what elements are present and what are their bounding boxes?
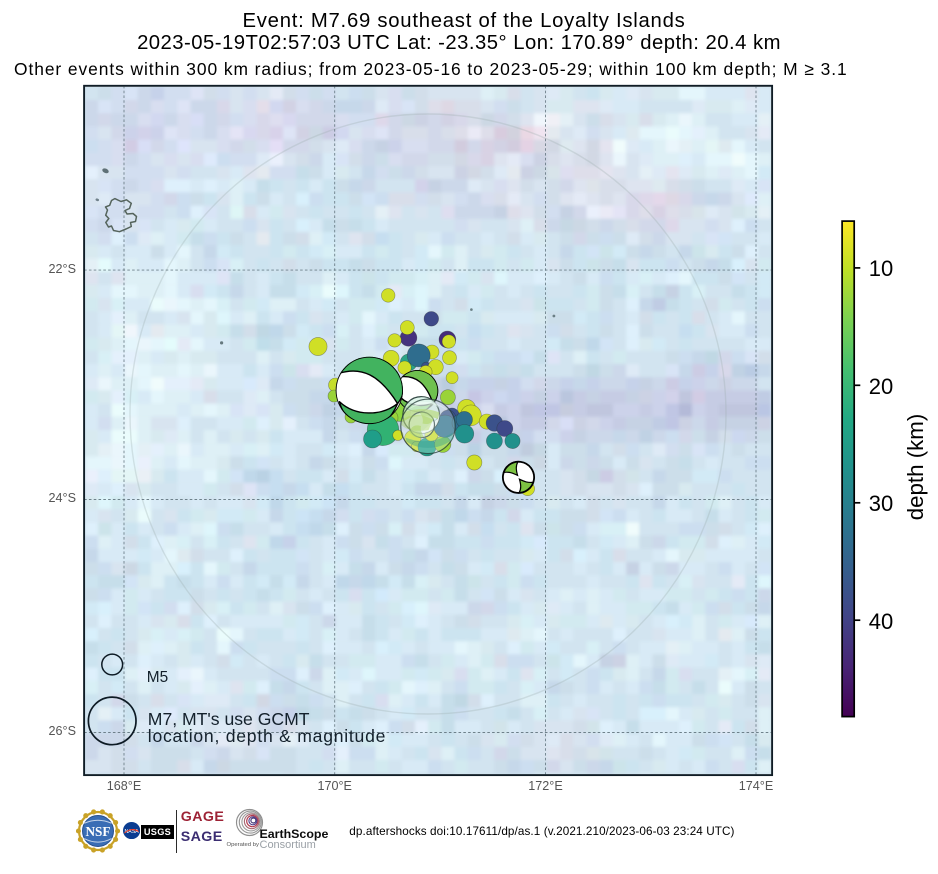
svg-text:NASA: NASA [124,829,139,835]
svg-text:NSF: NSF [85,823,110,838]
